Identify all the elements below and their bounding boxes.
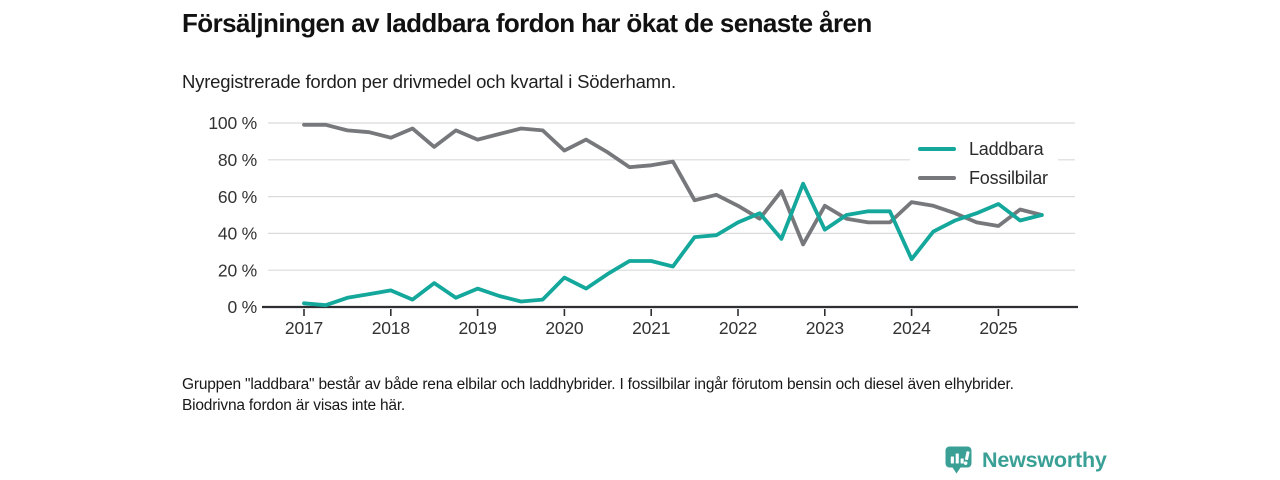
- x-axis-label: 2025: [979, 318, 1017, 338]
- legend-label-fossilbilar: Fossilbilar: [969, 167, 1048, 188]
- series-line-fossilbilar: [302, 122, 1044, 247]
- y-axis-label: 0 %: [227, 297, 257, 317]
- legend: Laddbara Fossilbilar: [910, 133, 1058, 194]
- legend-item-fossilbilar: Fossilbilar: [918, 166, 1048, 190]
- legend-item-laddbara: Laddbara: [918, 137, 1048, 161]
- x-axis-label: 2018: [372, 318, 410, 338]
- x-axis-label: 2017: [285, 318, 323, 338]
- legend-swatch-fossilbilar: [918, 175, 956, 181]
- legend-swatch-laddbara: [918, 146, 956, 152]
- chart-subtitle: Nyregistrerade fordon per drivmedel och …: [182, 71, 676, 92]
- legend-label-laddbara: Laddbara: [969, 138, 1044, 159]
- y-axis-label: 20 %: [218, 260, 257, 280]
- y-axis-label: 80 %: [218, 150, 257, 170]
- chart-title: Försäljningen av laddbara fordon har öka…: [182, 8, 872, 38]
- footnote: Gruppen "laddbara" består av både rena e…: [182, 376, 1014, 414]
- x-axis-label: 2019: [459, 318, 497, 338]
- logo-bar-chart-glyph: [950, 451, 970, 465]
- x-axis-label: 2022: [719, 318, 757, 338]
- x-axis-label: 2021: [632, 318, 670, 338]
- x-axis-label: 2020: [545, 318, 584, 338]
- y-axis-label: 40 %: [218, 224, 257, 244]
- newsworthy-logo: Newsworthy: [944, 445, 1107, 476]
- x-axis-label: 2023: [806, 318, 844, 338]
- y-axis-label: 60 %: [218, 187, 257, 207]
- series-line-laddbara: [302, 181, 1044, 308]
- y-axis-label: 100 %: [208, 113, 257, 133]
- newsworthy-icon: [945, 446, 972, 474]
- newsworthy-wordmark: Newsworthy: [982, 448, 1107, 472]
- x-axis-label: 2024: [893, 318, 932, 338]
